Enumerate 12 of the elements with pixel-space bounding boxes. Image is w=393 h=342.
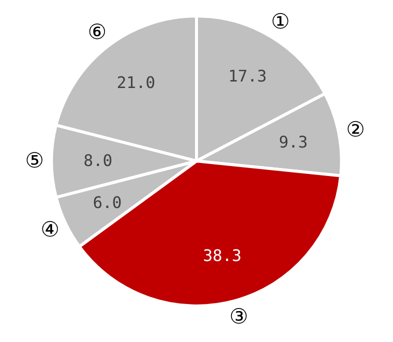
data-label: 38.3 — [202, 246, 242, 266]
slice-label: ② — [346, 117, 365, 142]
slice-label: ④ — [40, 217, 60, 242]
slice-label: ⑤ — [25, 148, 44, 172]
data-label: 17.3 — [228, 66, 267, 86]
data-label: 6.0 — [92, 193, 122, 212]
slice-label: ③ — [229, 304, 248, 328]
slice-label: ① — [270, 9, 290, 34]
data-label: 21.0 — [116, 73, 156, 92]
data-label: 9.3 — [278, 132, 308, 152]
data-label: 8.0 — [83, 151, 112, 170]
slice-label: ⑥ — [88, 20, 107, 44]
